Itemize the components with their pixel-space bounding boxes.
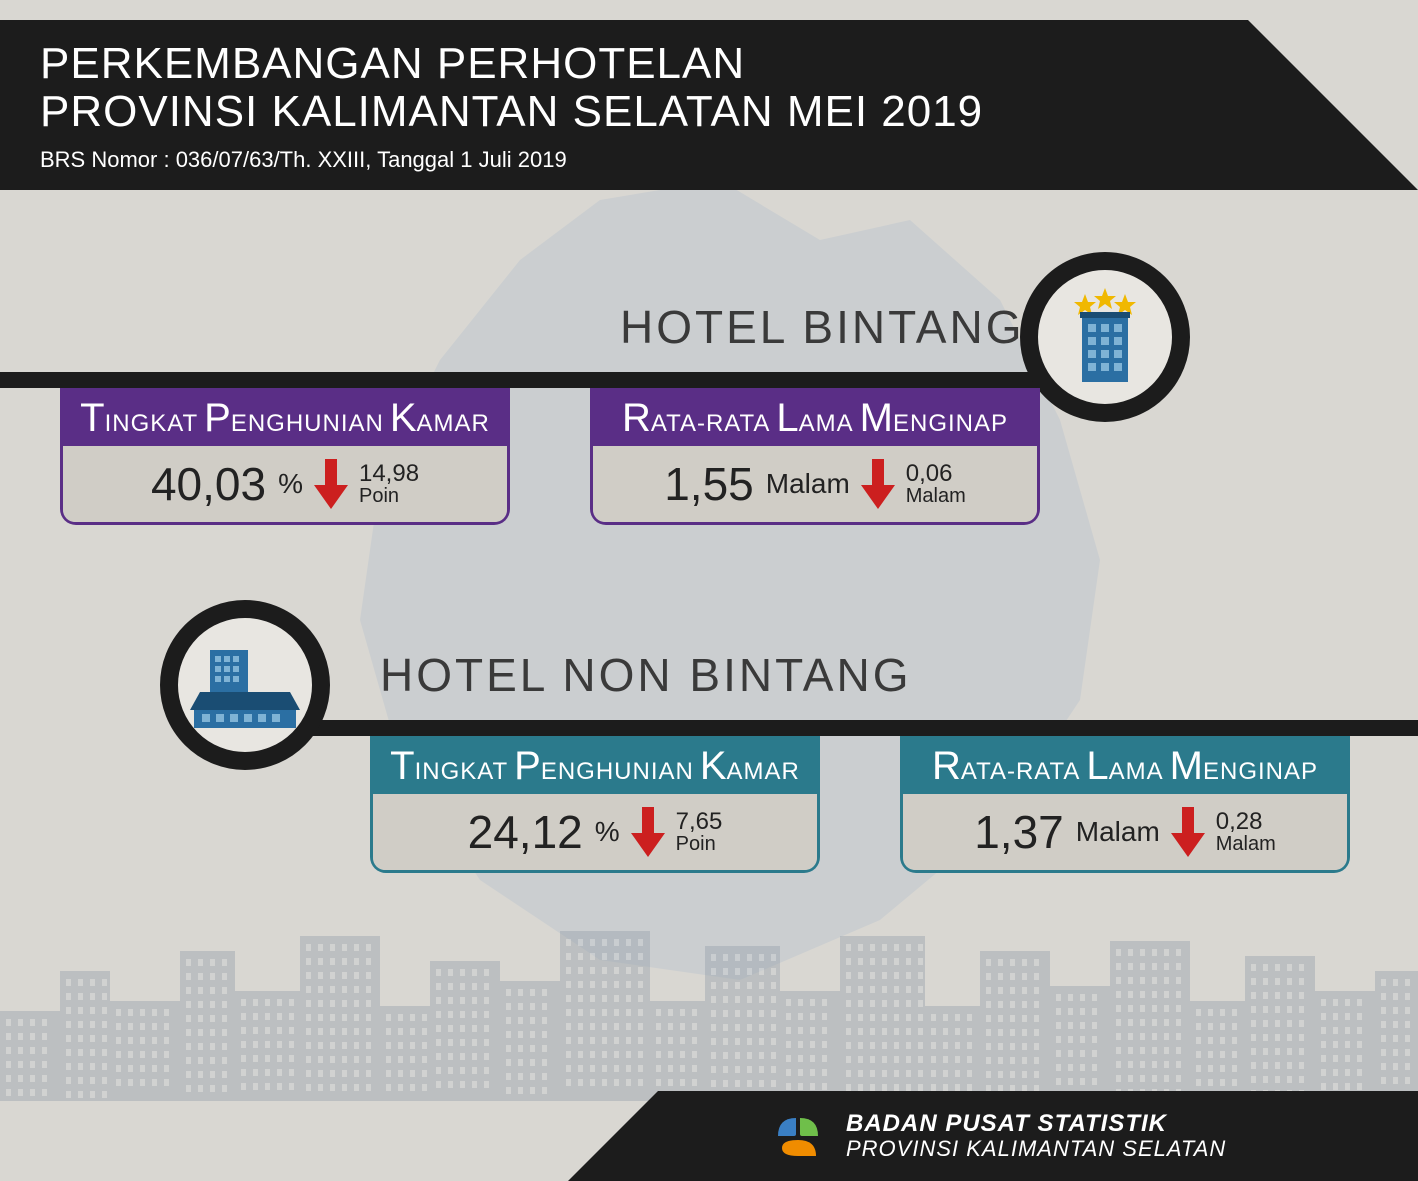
header-subtitle: BRS Nomor : 036/07/63/Th. XXIII, Tanggal…: [40, 147, 1378, 173]
stat-unit: %: [278, 468, 303, 500]
header: PERKEMBANGAN PERHOTELAN PROVINSI KALIMAN…: [0, 20, 1418, 190]
stat-card-nonbintang-rlm: RATA-RATALAMAMENGINAP 1,37 Malam 0,28Malam: [900, 736, 1350, 873]
bps-logo-icon: [768, 1106, 828, 1166]
section2-bar: [310, 720, 1418, 736]
card-title: RATA-RATALAMAMENGINAP: [593, 388, 1037, 446]
card-title: TINGKATPENGHUNIANKAMAR: [63, 388, 507, 446]
footer-org-line2: PROVINSI KALIMANTAN SELATAN: [846, 1137, 1226, 1161]
title-line-1: PERKEMBANGAN PERHOTELAN: [40, 40, 1378, 88]
stat-value: 40,03: [151, 457, 266, 511]
plain-hotel-icon: [160, 600, 330, 770]
down-arrow-icon: [858, 456, 898, 512]
section1-label: HOTEL BINTANG: [620, 300, 1024, 354]
title-line-2: PROVINSI KALIMANTAN SELATAN MEI 2019: [40, 88, 1378, 136]
footer-org-line1: BADAN PUSAT STATISTIK: [846, 1111, 1226, 1137]
card-value-row: 1,55 Malam 0,06Malam: [593, 446, 1037, 522]
section1-bar: [0, 372, 1100, 388]
card-title: RATA-RATALAMAMENGINAP: [903, 736, 1347, 794]
stat-delta: 0,28Malam: [1216, 810, 1276, 854]
stat-value: 1,37: [974, 805, 1064, 859]
stat-unit: Malam: [766, 468, 850, 500]
stat-card-bintang-tpk: TINGKATPENGHUNIANKAMAR 40,03% 14,98Poin: [60, 388, 510, 525]
footer-org: BADAN PUSAT STATISTIK PROVINSI KALIMANTA…: [846, 1111, 1226, 1162]
stat-value: 1,55: [664, 457, 754, 511]
stat-unit: %: [595, 816, 620, 848]
stat-delta: 0,06Malam: [906, 462, 966, 506]
stat-delta: 14,98Poin: [359, 462, 419, 506]
card-value-row: 24,12% 7,65Poin: [373, 794, 817, 870]
map-watermark: [300, 160, 1150, 1010]
stat-value: 24,12: [468, 805, 583, 859]
down-arrow-icon: [1168, 804, 1208, 860]
card-value-row: 40,03% 14,98Poin: [63, 446, 507, 522]
card-title: TINGKATPENGHUNIANKAMAR: [373, 736, 817, 794]
star-hotel-icon: [1020, 252, 1190, 422]
card-value-row: 1,37 Malam 0,28Malam: [903, 794, 1347, 870]
stat-card-nonbintang-tpk: TINGKATPENGHUNIANKAMAR 24,12% 7,65Poin: [370, 736, 820, 873]
section2-label: HOTEL NON BINTANG: [380, 648, 911, 702]
down-arrow-icon: [311, 456, 351, 512]
footer: BADAN PUSAT STATISTIK PROVINSI KALIMANTA…: [658, 1091, 1418, 1181]
skyline-decoration: [0, 931, 1418, 1101]
stat-card-bintang-rlm: RATA-RATALAMAMENGINAP 1,55 Malam 0,06Malam: [590, 388, 1040, 525]
down-arrow-icon: [628, 804, 668, 860]
stat-unit: Malam: [1076, 816, 1160, 848]
stat-delta: 7,65Poin: [676, 810, 723, 854]
